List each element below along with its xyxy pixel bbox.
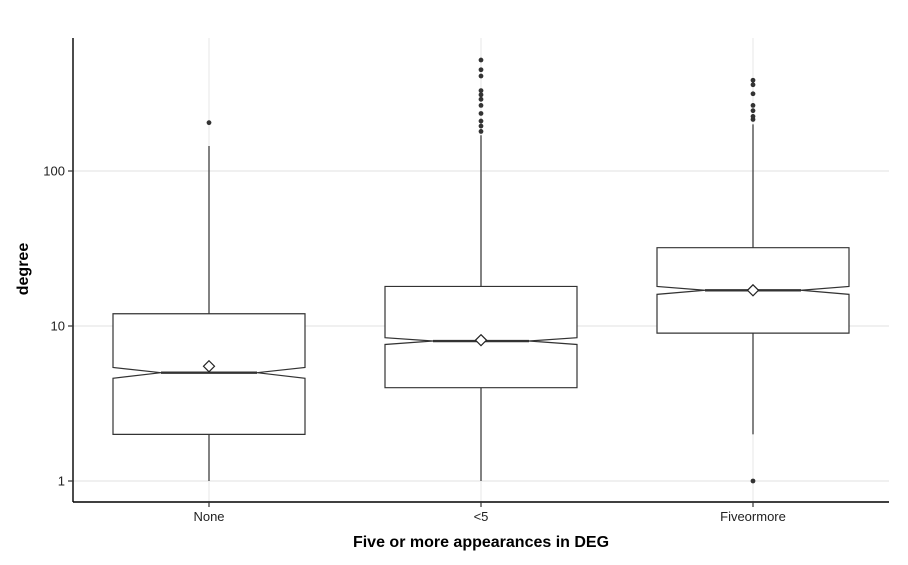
box-<5 — [384, 57, 578, 481]
outlier-point — [478, 96, 484, 102]
y-tick-label: 1 — [58, 474, 65, 489]
y-axis-title: degree — [15, 243, 32, 296]
y-tick-label: 100 — [43, 164, 65, 179]
outlier-point — [478, 73, 484, 79]
x-axis-title: Five or more appearances in DEG — [353, 534, 609, 551]
outlier-point — [750, 114, 756, 119]
box-body — [112, 313, 306, 435]
outlier-point — [478, 129, 484, 134]
mean-marker — [202, 359, 216, 373]
x-tick-label: <5 — [474, 509, 489, 524]
mean-marker — [746, 283, 760, 297]
outlier-point — [206, 120, 212, 126]
outlier-point — [478, 88, 484, 94]
outlier-point — [478, 118, 484, 124]
outlier-point — [478, 102, 484, 108]
outlier-point — [750, 82, 756, 88]
box-Fiveormore — [656, 77, 850, 484]
mean-marker — [474, 333, 488, 347]
outlier-point — [750, 108, 756, 114]
outlier-point — [478, 111, 484, 116]
box-None — [112, 120, 306, 481]
ticks: 1 10 100 None <5 Fiveormore — [43, 164, 786, 525]
outlier-point — [478, 123, 484, 129]
boxes — [112, 57, 850, 484]
outlier-point — [750, 91, 756, 97]
outlier-point — [478, 67, 484, 73]
y-tick-label: 10 — [51, 319, 65, 334]
x-tick-label: Fiveormore — [720, 509, 786, 524]
outlier-point — [478, 92, 484, 98]
outlier-point — [750, 478, 756, 484]
outlier-point — [750, 102, 756, 108]
outlier-point — [478, 57, 484, 63]
outlier-point — [750, 77, 756, 83]
x-tick-label: None — [193, 509, 224, 524]
